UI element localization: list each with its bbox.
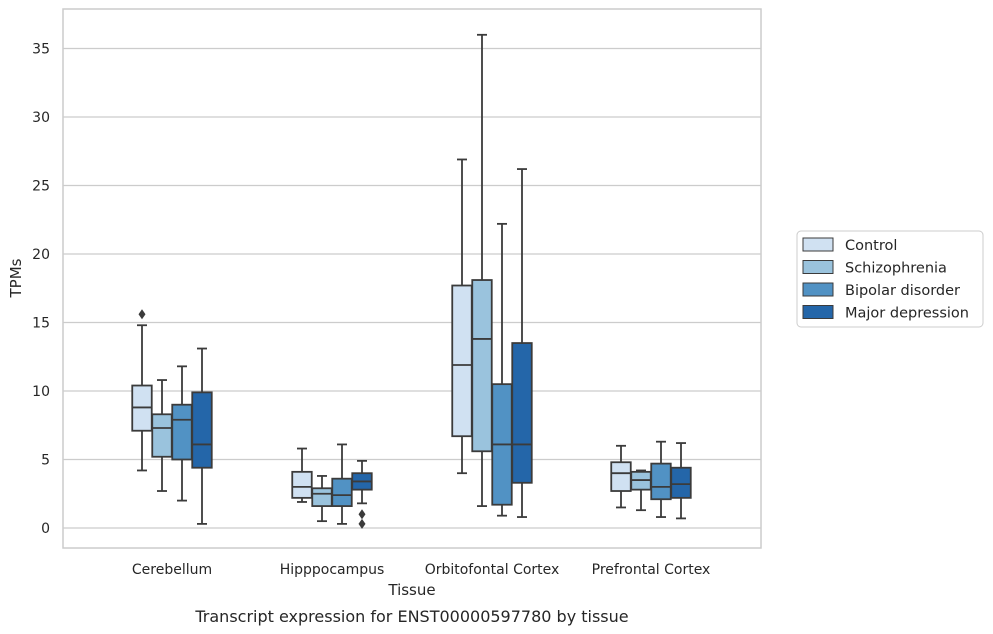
box-control	[291, 447, 313, 503]
x-tick-label: Hipppocampus	[280, 562, 385, 578]
legend-label: Bipolar disorder	[845, 283, 960, 299]
x-tick-label: Cerebellum	[132, 562, 212, 578]
box-iqr	[451, 284, 473, 438]
x-axis-ticks: Cerebellum Hipppocampus Orbitofontal Corte…	[132, 562, 710, 578]
box-major-depression	[351, 459, 373, 529]
y-tick-label: 0	[41, 521, 50, 537]
plot-frame	[62, 8, 762, 549]
box-major-depression	[191, 347, 213, 525]
box-major-depression	[511, 168, 533, 518]
legend: Control Schizophrenia Bipolar disorder Majo…	[796, 230, 984, 328]
y-tick-label: 5	[41, 453, 50, 469]
outlier-point	[138, 309, 146, 320]
box-schizophrenia	[471, 33, 493, 507]
outlier-point	[358, 509, 366, 520]
box-bipolar-disorder	[171, 365, 193, 502]
y-tick-label: 20	[32, 247, 50, 263]
box-iqr	[331, 477, 353, 507]
box-iqr	[670, 466, 692, 499]
y-axis-label: TPMs	[7, 258, 25, 298]
legend-swatch	[802, 237, 834, 252]
boxes	[131, 33, 692, 529]
chart-caption: Transcript expression for ENST0000059778…	[194, 607, 628, 626]
box-iqr	[291, 470, 313, 499]
x-axis-label: Tissue	[387, 581, 435, 599]
legend-label: Schizophrenia	[845, 261, 947, 277]
legend-swatch	[802, 260, 834, 274]
box-iqr	[151, 413, 173, 458]
box-control	[610, 444, 632, 509]
legend-swatch	[802, 282, 834, 297]
box-iqr	[311, 487, 333, 507]
legend-swatch	[802, 305, 834, 319]
box-control	[131, 309, 153, 472]
box-bipolar-disorder	[491, 222, 513, 517]
y-tick-label: 10	[32, 384, 50, 400]
y-tick-label: 15	[32, 316, 50, 332]
box-iqr	[610, 461, 632, 492]
legend-label: Major depression	[845, 306, 969, 322]
box-major-depression	[670, 442, 692, 520]
x-tick-label: Orbitofontal Cortex	[425, 562, 560, 578]
box-bipolar-disorder	[650, 440, 672, 518]
y-tick-label: 30	[32, 110, 50, 126]
y-tick-label: 25	[32, 179, 50, 195]
x-tick-label: Prefrontal Cortex	[592, 562, 711, 578]
y-axis-ticks: 0 5 10 15 20 25 30 35	[32, 42, 50, 538]
y-tick-label: 35	[32, 42, 50, 58]
box-iqr	[171, 403, 193, 461]
box-iqr	[471, 279, 493, 453]
box-iqr	[191, 391, 213, 469]
legend-frame	[796, 230, 984, 328]
box-iqr	[511, 342, 533, 484]
box-schizophrenia	[151, 379, 173, 492]
box-schizophrenia	[311, 475, 333, 523]
outlier-point	[358, 518, 366, 529]
box-bipolar-disorder	[331, 443, 353, 525]
box-iqr	[650, 462, 672, 501]
legend-label: Control	[845, 238, 897, 254]
